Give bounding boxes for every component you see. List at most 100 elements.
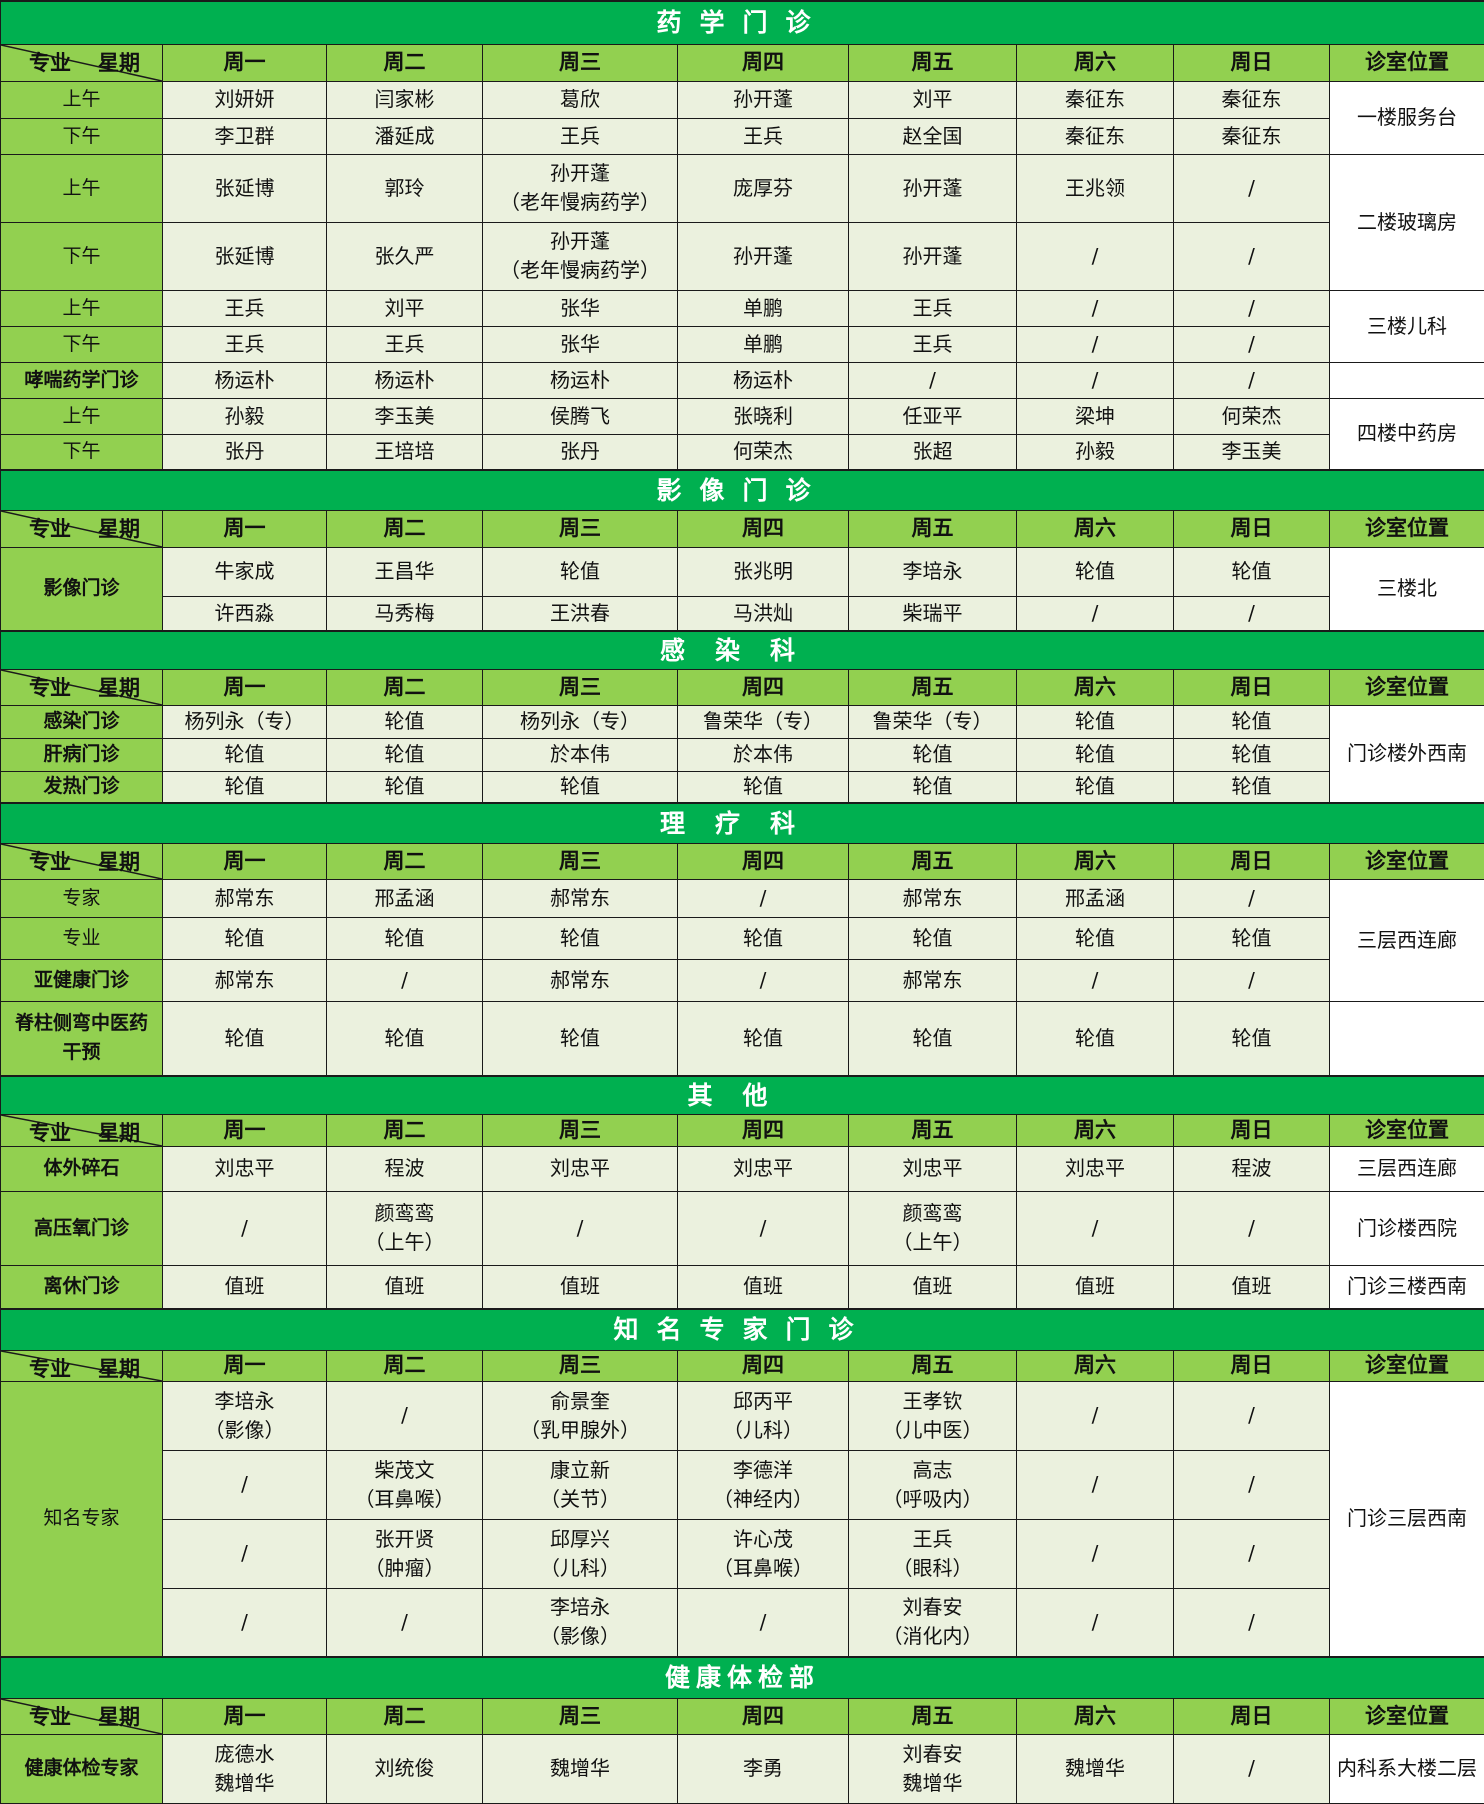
schedule-cell: 秦征东 [1174, 118, 1330, 154]
day-header: 周二 [327, 1114, 483, 1146]
schedule-cell: 庞厚芬 [678, 154, 849, 222]
table-row: 脊柱侧弯中医药 干预轮值轮值轮值轮值轮值轮值轮值 [1, 1001, 1484, 1076]
schedule-cell: 孙毅 [1017, 434, 1174, 470]
row-label: 下午 [1, 326, 163, 362]
schedule-cell: 刘忠平 [163, 1146, 327, 1191]
schedule-cell: 轮值 [678, 1001, 849, 1076]
schedule-cell: / [1174, 959, 1330, 1001]
schedule-cell: 轮值 [483, 917, 678, 959]
day-header: 周一 [163, 843, 327, 879]
schedule-cell: / [327, 1381, 483, 1450]
schedule-cell: 轮值 [483, 547, 678, 596]
section-title-row: 知名专家门诊 [1, 1309, 1484, 1350]
schedule-cell: 轮值 [483, 771, 678, 803]
schedule-cell: 郝常东 [483, 959, 678, 1001]
schedule-cell: / [1017, 222, 1174, 290]
corner-label-weekday: 星期 [98, 674, 140, 703]
schedule-cell: 颜鸾鸾 （上午） [327, 1191, 483, 1265]
schedule-cell: 轮值 [1174, 1001, 1330, 1076]
section-title: 知名专家门诊 [1, 1309, 1484, 1350]
schedule-cell: 刘忠平 [678, 1146, 849, 1191]
schedule-cell: 轮值 [1174, 705, 1330, 738]
schedule-cell: 程波 [327, 1146, 483, 1191]
corner-header: 专业星期 [1, 510, 163, 547]
schedule-cell: 魏增华 [483, 1734, 678, 1803]
schedule-cell: 柴茂文 （耳鼻喉） [327, 1450, 483, 1519]
schedule-cell: 邱厚兴 （儿科） [483, 1519, 678, 1588]
schedule-cell: 杨列永（专） [483, 705, 678, 738]
schedule-cell: / [163, 1450, 327, 1519]
schedule-cell: 颜鸾鸾 （上午） [849, 1191, 1017, 1265]
schedule-cell: 俞景奎 （乳甲腺外） [483, 1381, 678, 1450]
section-title: 影像门诊 [1, 470, 1484, 510]
table-row: 肝病门诊轮值轮值於本伟於本伟轮值轮值轮值 [1, 738, 1484, 771]
schedule-cell: 闫家彬 [327, 81, 483, 118]
schedule-cell: 孙毅 [163, 398, 327, 434]
schedule-cell: 王兵 [849, 290, 1017, 326]
schedule-cell: / [1174, 1381, 1330, 1450]
day-header: 周五 [849, 1698, 1017, 1734]
schedule-cell: 刘春安 （消化内） [849, 1588, 1017, 1657]
row-label: 专家 [1, 879, 163, 917]
schedule-cell: 邢孟涵 [327, 879, 483, 917]
day-header: 周五 [849, 843, 1017, 879]
location-header: 诊室位置 [1330, 843, 1484, 879]
schedule-cell: 轮值 [678, 771, 849, 803]
corner-label-specialty: 专业 [29, 674, 71, 703]
schedule-cell: 孙开蓬 [678, 222, 849, 290]
schedule-cell: 张晓利 [678, 398, 849, 434]
day-header: 周一 [163, 1350, 327, 1381]
schedule-cell: 刘统俊 [327, 1734, 483, 1803]
schedule-cell: 轮值 [1017, 705, 1174, 738]
schedule-cell: 葛欣 [483, 81, 678, 118]
day-header: 周日 [1174, 510, 1330, 547]
header-row: 专业星期周一周二周三周四周五周六周日诊室位置 [1, 1114, 1484, 1146]
schedule-cell: / [1174, 326, 1330, 362]
day-header: 周六 [1017, 1350, 1174, 1381]
section-title: 其他 [1, 1076, 1484, 1114]
section-title: 感染科 [1, 631, 1484, 669]
location-cell: 三楼北 [1330, 547, 1484, 631]
day-header: 周五 [849, 510, 1017, 547]
location-header: 诊室位置 [1330, 44, 1484, 81]
schedule-cell: 张久严 [327, 222, 483, 290]
schedule-cell: 轮值 [1017, 738, 1174, 771]
schedule-cell: 李德洋 （神经内） [678, 1450, 849, 1519]
section-title-row: 感染科 [1, 631, 1484, 669]
location-cell: 三层西连廊 [1330, 879, 1484, 1001]
section-title: 理疗科 [1, 803, 1484, 843]
schedule-cell: 於本伟 [483, 738, 678, 771]
schedule-cell: 轮值 [163, 917, 327, 959]
location-cell: 门诊楼外西南 [1330, 705, 1484, 803]
table-row: 健康体检专家庞德水 魏增华刘统俊魏增华李勇刘春安 魏增华魏增华/内科系大楼二层 [1, 1734, 1484, 1803]
schedule-cell: / [678, 879, 849, 917]
schedule-cell: / [1174, 362, 1330, 398]
day-header: 周四 [678, 44, 849, 81]
schedule-cell: 王昌华 [327, 547, 483, 596]
table-row: 高压氧门诊/颜鸾鸾 （上午）//颜鸾鸾 （上午）//门诊楼西院 [1, 1191, 1484, 1265]
schedule-cell: / [163, 1588, 327, 1657]
schedule-cell: 张兆明 [678, 547, 849, 596]
schedule-cell: 邱丙平 （儿科） [678, 1381, 849, 1450]
schedule-cell: 单鹏 [678, 326, 849, 362]
section-title-row: 理疗科 [1, 803, 1484, 843]
schedule-cell: 杨运朴 [483, 362, 678, 398]
schedule-cell: / [163, 1519, 327, 1588]
schedule-cell: 王兵 [163, 326, 327, 362]
schedule-cell: 轮值 [327, 738, 483, 771]
header-row: 专业星期周一周二周三周四周五周六周日诊室位置 [1, 1350, 1484, 1381]
row-label: 上午 [1, 81, 163, 118]
location-header: 诊室位置 [1330, 669, 1484, 705]
schedule-cell: 李勇 [678, 1734, 849, 1803]
schedule-cell: 何荣杰 [1174, 398, 1330, 434]
location-cell: 三楼儿科 [1330, 290, 1484, 362]
row-label: 感染门诊 [1, 705, 163, 738]
schedule-cell: / [163, 1191, 327, 1265]
schedule-cell: 程波 [1174, 1146, 1330, 1191]
location-cell: 四楼中药房 [1330, 398, 1484, 470]
schedule-cell: 轮值 [1174, 917, 1330, 959]
row-label: 上午 [1, 398, 163, 434]
schedule-cell: 李培永 [849, 547, 1017, 596]
table-row: 下午张丹王培培张丹何荣杰张超孙毅李玉美 [1, 434, 1484, 470]
